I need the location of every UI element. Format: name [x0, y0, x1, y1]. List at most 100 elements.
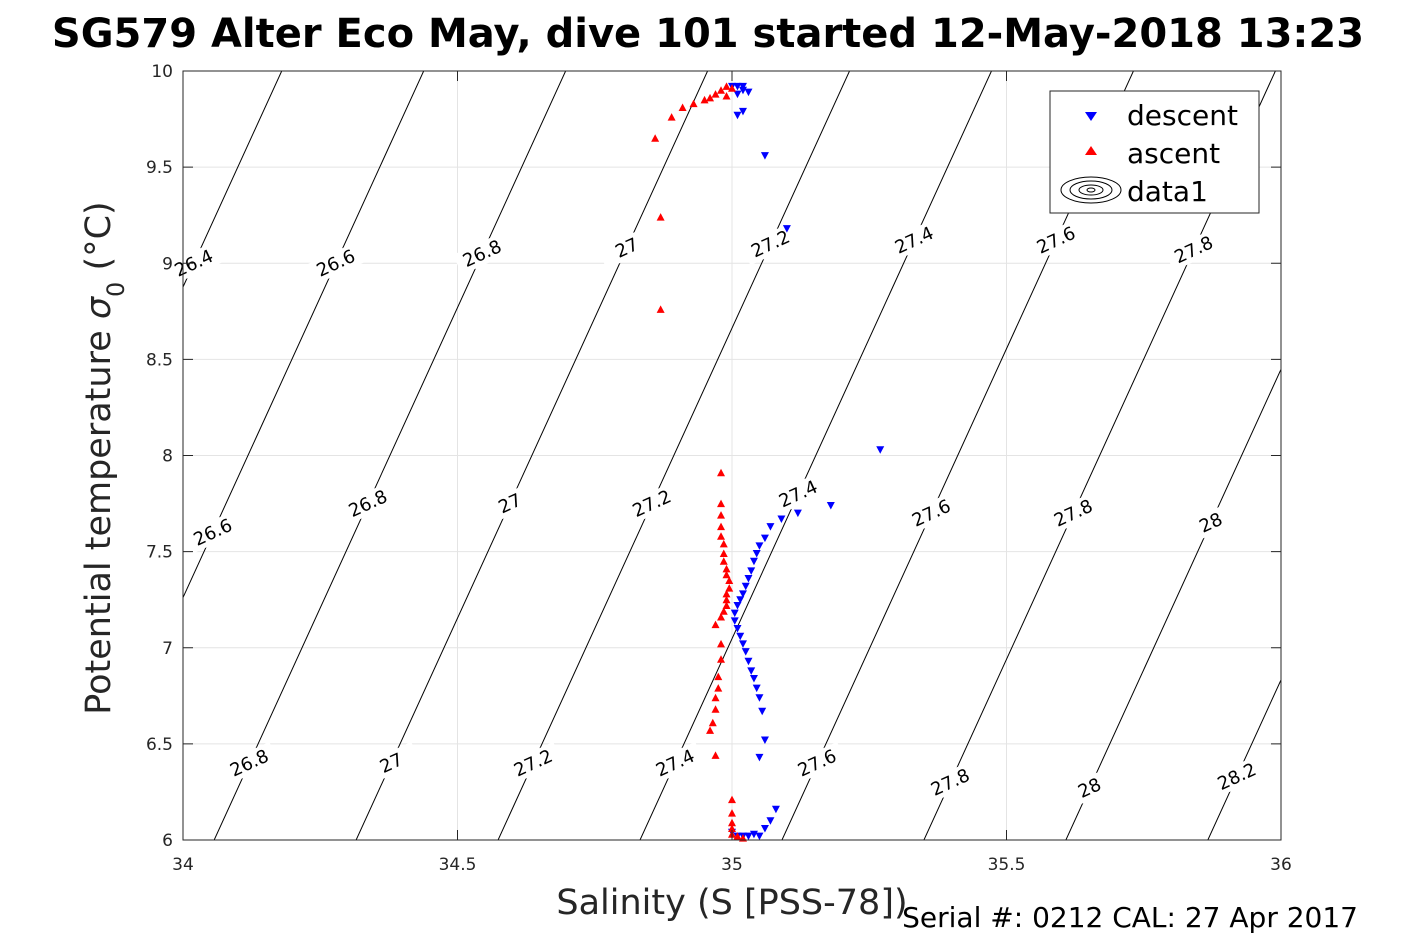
descent-point [733, 601, 742, 610]
ascent-point [717, 499, 726, 508]
descent-point [738, 640, 747, 648]
ascent-point [725, 576, 734, 584]
descent-point [766, 817, 775, 825]
y-tick-label: 6 [162, 831, 173, 851]
contour-label-bg [622, 482, 681, 525]
y-axis-label-subscript: 0 [102, 282, 130, 297]
contour-label-bg [597, 226, 656, 270]
descent-point [760, 152, 769, 160]
descent-point [733, 82, 742, 91]
descent-point [782, 225, 791, 233]
contour-label-bg [921, 761, 980, 804]
serial-calibration-note: Serial #: 0212 CAL: 27 Apr 2017 [902, 901, 1358, 934]
contour-label-bg [1026, 218, 1086, 262]
ascent-point [717, 639, 726, 648]
ascent-point [722, 589, 731, 598]
descent-point [744, 832, 753, 841]
descent-point [758, 707, 767, 716]
ascent-point [725, 584, 734, 592]
ascent-point [728, 824, 736, 832]
ascent-point [711, 620, 720, 629]
ascent-point [711, 705, 720, 713]
ascent-point [722, 570, 731, 579]
legend-ascent-marker [1085, 146, 1097, 155]
ascent-point [717, 612, 726, 621]
ascent-point [711, 751, 720, 759]
legend-contour-icon [1060, 176, 1122, 204]
ascent-point [717, 532, 726, 540]
descent-point [744, 575, 753, 583]
contour-label: 27 [362, 741, 421, 785]
descent-point [744, 657, 753, 666]
contour-label-bg [164, 242, 223, 285]
descent-point [793, 509, 802, 518]
contour-label-bg [769, 472, 828, 516]
ascent-point [728, 795, 736, 804]
ascent-point [722, 91, 731, 100]
descent-point [738, 82, 747, 91]
contour-label-bg [741, 222, 800, 266]
ascent-point [728, 818, 736, 827]
y-tick-label: 10 [151, 62, 173, 82]
descent-point [876, 446, 885, 454]
x-tick-label: 35 [721, 855, 743, 875]
ascent-point [700, 95, 709, 104]
ascent-point [708, 718, 717, 727]
legend-ascent-label: ascent [1127, 137, 1220, 170]
descent-point [826, 501, 835, 510]
ascent-point [656, 213, 665, 221]
contour-label-bg [306, 242, 365, 285]
ascent-point [717, 522, 726, 531]
ascent-point [678, 103, 687, 112]
x-axis-label: Salinity (S [PSS-78]) [556, 883, 907, 923]
chart-title: SG579 Alter Eco May, dive 101 started 12… [52, 11, 1364, 57]
descent-point [760, 534, 769, 543]
descent-point [738, 590, 747, 598]
series-descent [728, 82, 885, 841]
descent-point [749, 557, 758, 566]
y-tick-label: 7 [162, 639, 173, 659]
x-tick-label: 36 [1270, 855, 1292, 875]
descent-point [747, 667, 756, 675]
x-tick-label: 34 [172, 855, 194, 875]
ascent-point [656, 305, 665, 313]
legend-descent-label: descent [1127, 99, 1238, 132]
contour-label-bg [1164, 228, 1223, 272]
y-axis-label-main: Potential temperature [79, 319, 119, 715]
contour-label-bg [787, 741, 847, 785]
contour-label-bg [338, 482, 398, 525]
legend-data1-label: data1 [1127, 175, 1208, 208]
descent-point [752, 684, 761, 693]
contour-label-bg [1207, 755, 1266, 798]
descent-point [741, 648, 750, 656]
descent-point [736, 632, 745, 641]
descent-point [749, 830, 758, 839]
descent-point [755, 753, 764, 762]
ascent-point [717, 468, 726, 477]
ascent-point [711, 90, 720, 98]
descent-point [760, 736, 769, 745]
descent-point [771, 805, 780, 814]
y-tick-label: 8 [162, 447, 173, 467]
contour-label-bg [183, 511, 242, 554]
contour-label-bg [646, 741, 705, 785]
y-axis-label-unit: (°C) [79, 201, 119, 281]
ascent-point [733, 832, 742, 840]
contour-label-bg [885, 218, 944, 262]
y-axis-label-sigma: σ [79, 295, 119, 319]
contour-label-bg [1181, 501, 1240, 545]
descent-point [738, 107, 747, 116]
descent-point [747, 567, 756, 575]
contour-label-bg [504, 741, 563, 785]
isopycnal-line [183, 71, 425, 599]
ascent-point [722, 564, 731, 573]
descent-point [738, 86, 747, 95]
ascent-point [706, 726, 715, 734]
ascent-point [717, 655, 726, 663]
contour-label-bg [1044, 491, 1103, 535]
y-tick-label: 9.5 [146, 158, 173, 178]
y-tick-label: 8.5 [146, 350, 173, 370]
y-axis-label: Potential temperature σ0 (°C) [79, 201, 130, 714]
descent-point [755, 542, 764, 550]
